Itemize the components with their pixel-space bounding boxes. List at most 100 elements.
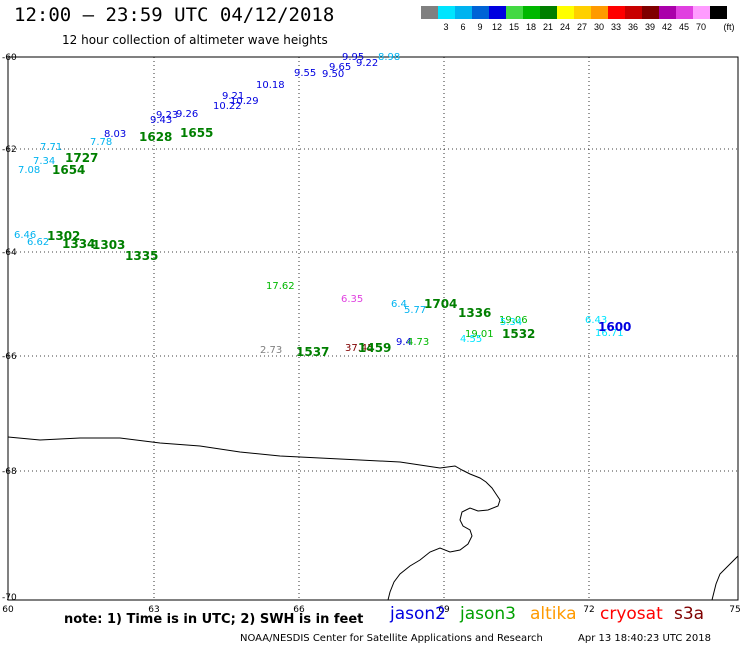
wave-height-reading: 9.22 [356,58,378,69]
wave-height-reading: 8.03 [104,129,126,140]
satellite-label-altika: altika [530,604,577,624]
wave-height-readings: 8.989.959.229.659.509.5510.1810.2910.229… [14,52,624,356]
legend-label: 42 [661,22,672,32]
legend-swatch [625,6,642,19]
wave-height-reading: 5.34 [500,317,522,328]
legend-swatch [489,6,506,19]
wave-height-reading: 19.06 [499,315,528,326]
wave-height-reading: 7.08 [18,165,40,176]
pass-time-label: 1704 [424,297,457,311]
longitude-label: 63 [148,605,159,615]
legend-swatch [591,6,608,19]
legend-label: 18 [525,22,536,32]
legend-label: 39 [644,22,655,32]
longitude-label: 69 [438,605,450,615]
legend-swatch [693,6,710,19]
legend-label: 15 [508,22,519,32]
satellite-label-jason2: jason2 [390,604,446,624]
longitude-label: 75 [729,605,740,615]
graticule [8,57,738,600]
wave-height-reading: 10.18 [256,80,285,91]
wave-height-reading: 9.55 [294,68,316,79]
legend-swatch [676,6,693,19]
legend-swatch [472,6,489,19]
wave-height-reading: 5.77 [404,305,426,316]
pass-time-label: 1537 [296,345,329,359]
wave-height-reading: 2.73 [260,345,282,356]
latitude-label: -64 [2,248,17,258]
legend-swatch [574,6,591,19]
legend-swatch [421,6,438,19]
pass-time-label: 1655 [180,126,213,140]
wave-height-reading: 4.55 [460,334,482,345]
satellite-label-s3a: s3a [674,604,705,624]
legend-swatch [506,6,523,19]
wave-height-reading: 9.4 [396,337,412,348]
latitude-label: -68 [2,467,17,477]
legend-swatch [642,6,659,19]
latitude-label: -60 [2,53,17,63]
pass-time-label: 1336 [458,306,491,320]
wave-height-reading: 9.26 [176,109,198,120]
wave-height-reading: 4.73 [407,337,429,348]
legend-label: 45 [678,22,689,32]
legend-label: 24 [559,22,570,32]
legend-swatch [659,6,676,19]
legend-label: 3 [443,22,449,32]
legend-label: 21 [542,22,553,32]
legend-swatch [540,6,557,19]
legend-swatch [455,6,472,19]
pass-time-label: 1628 [139,130,172,144]
latitude-label: -70 [2,593,17,603]
longitude-label: 60 [2,605,14,615]
wave-height-reading: 6.35 [341,294,363,305]
wave-height-reading: 7.71 [40,142,62,153]
pass-time-label: 1600 [598,320,631,334]
legend-label: 33 [610,22,621,32]
pass-time-label: 1303 [92,238,125,252]
wave-height-reading: 6.62 [27,237,49,248]
wave-height-reading: 7.78 [90,137,112,148]
legend-label: 9 [477,22,483,32]
wave-height-reading: 7.34 [33,156,55,167]
wave-height-reading: 37.45 [345,343,374,354]
legend-swatch [608,6,625,19]
wave-height-reading: 19.01 [465,329,494,340]
pass-time-label: 1302 [47,229,80,243]
wave-height-reading: 16.71 [595,328,624,339]
axis-labels: -60 -62 -64 -66 -68 -70 60 63 66 69 72 75 [2,53,740,615]
legend-swatch [523,6,540,19]
legend-label: 70 [695,22,706,32]
coastline [7,436,739,601]
longitude-label: 66 [293,605,305,615]
legend-label: 12 [491,22,502,32]
legend-unit: (ft) [723,22,735,32]
wave-height-reading: 8.98 [378,52,400,63]
legend-swatch [710,6,727,19]
wave-height-reading: 9.95 [342,52,364,63]
satellite-label-cryosat: cryosat [600,604,663,624]
wave-height-reading: 9.43 [150,115,172,126]
wave-height-reading: 6.46 [14,230,36,241]
wave-height-reading: 9.23 [156,110,178,121]
wave-height-reading: 9.65 [329,62,351,73]
map-subtitle: 12 hour collection of altimeter wave hei… [62,33,328,47]
credit-line: NOAA/NESDIS Center for Satellite Applica… [240,633,543,644]
wave-height-reading: 17.62 [266,281,295,292]
map-frame [7,56,739,601]
legend-label: 36 [627,22,638,32]
wave-height-reading: 10.29 [230,96,259,107]
longitude-label: 72 [583,605,594,615]
footnote: note: 1) Time is in UTC; 2) SWH is in fe… [64,612,364,627]
legend-swatch [557,6,574,19]
wave-height-reading: 9.21 [222,91,244,102]
pass-time-label: 1654 [52,163,85,177]
wave-height-reading: 10.22 [213,101,242,112]
satellite-label-jason3: jason3 [460,604,516,624]
pass-time-label: 1727 [65,151,98,165]
wave-height-reading: 9.50 [322,69,344,80]
legend-label: 30 [593,22,604,32]
legend-label: 27 [576,22,587,32]
